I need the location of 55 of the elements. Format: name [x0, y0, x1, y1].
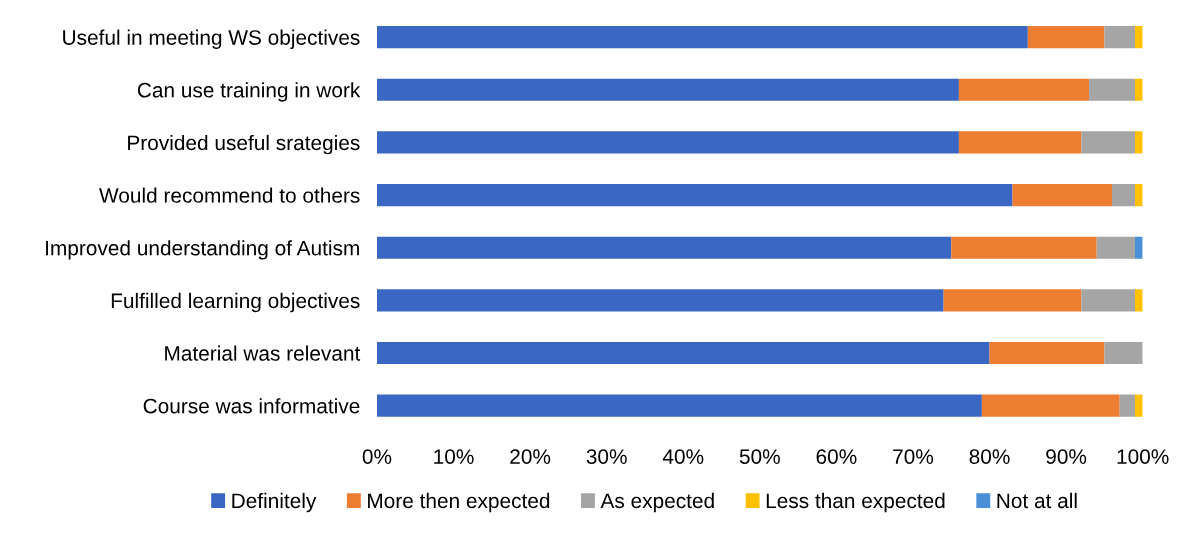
bar [376, 78, 959, 101]
bar [1081, 131, 1135, 154]
bar [1135, 394, 1143, 417]
x-tick-label: 50% [739, 449, 780, 464]
legend-label: Definitely [232, 492, 317, 513]
y-tick-label: Can use training in work [137, 82, 361, 102]
bar [1135, 26, 1143, 49]
bar [989, 341, 1105, 365]
bar [376, 341, 990, 365]
legend-label: As expected [600, 492, 714, 513]
bar [1135, 78, 1143, 101]
bar [951, 236, 1097, 259]
bar [1135, 131, 1143, 154]
bar [1119, 394, 1135, 417]
y-tick-label: Fulfilled learning objectives [111, 292, 360, 313]
x-tick-label: 80% [969, 449, 1010, 464]
bar [1104, 26, 1135, 49]
y-tick-label: Provided useful srategies [128, 134, 360, 155]
bar [1135, 236, 1143, 259]
legend-label: Not at all [997, 492, 1077, 509]
bar [376, 131, 959, 154]
x-tick-label: 100% [1117, 449, 1169, 464]
bar [1135, 184, 1143, 207]
legend-label: More then expected [368, 492, 550, 513]
legend-label: Less than expected [766, 492, 945, 513]
bar [1012, 184, 1113, 207]
bar [943, 289, 1082, 312]
y-tick-label: Would recommend to others [99, 187, 360, 203]
bar [1135, 289, 1143, 312]
bar [958, 131, 1082, 154]
x-tick-label: 60% [816, 449, 857, 464]
bar [376, 289, 944, 312]
bar [1112, 184, 1135, 207]
bar [376, 26, 1028, 49]
y-tick-label: Improved understanding of Autism [46, 240, 359, 260]
bar [1089, 78, 1135, 101]
y-tick-label: Material was relevant [165, 345, 361, 361]
x-tick-label: 90% [1046, 449, 1087, 464]
x-tick-label: 30% [586, 449, 627, 464]
y-tick-label: Course was informative [143, 398, 360, 414]
bar [1081, 289, 1135, 312]
bar [376, 394, 982, 417]
bar [981, 394, 1120, 417]
bar [376, 236, 952, 259]
bar [376, 184, 1013, 207]
x-tick-label: 10% [434, 449, 474, 464]
bar [1104, 341, 1143, 365]
bar [958, 78, 1090, 101]
x-tick-label: 40% [662, 449, 704, 464]
x-tick-label: 20% [510, 449, 551, 464]
bar [1027, 26, 1105, 49]
bar [1096, 236, 1135, 259]
x-tick-label: 0% [362, 449, 392, 464]
y-tick-label: Useful in meeting WS objectives [63, 29, 360, 49]
x-tick-label: 70% [893, 449, 934, 464]
